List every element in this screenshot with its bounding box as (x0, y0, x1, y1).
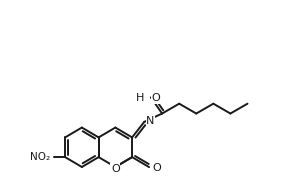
Text: O: O (111, 164, 120, 174)
Text: O: O (152, 93, 160, 103)
Text: H: H (136, 93, 144, 103)
Text: N: N (146, 116, 155, 126)
Text: O: O (152, 163, 161, 173)
Text: NO₂: NO₂ (30, 152, 50, 162)
